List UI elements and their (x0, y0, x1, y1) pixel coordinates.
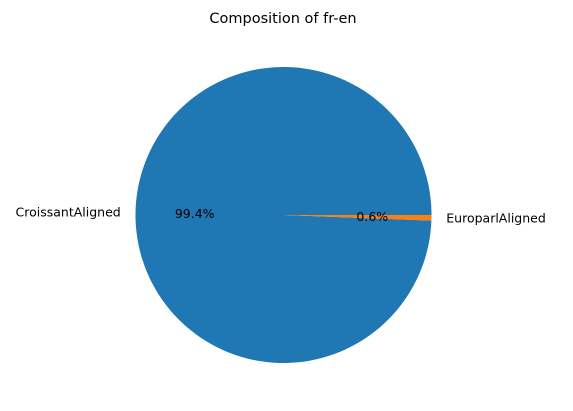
pie-slice-europarlaligned (283, 215, 432, 221)
slice-percent-europarlaligned: 0.6% (356, 209, 388, 224)
slice-label-croissantaligned: CroissantAligned (16, 204, 121, 219)
pie-labels: CroissantAligned 99.4% EuroparlAligned 0.6% (16, 204, 546, 225)
slice-label-europarlaligned: EuroparlAligned (446, 211, 546, 226)
pie-slice-croissantaligned (135, 66, 432, 363)
slice-percent-croissantaligned: 99.4% (175, 206, 215, 221)
pie-slices (135, 66, 432, 363)
chart-title: Composition of fr-en (209, 11, 356, 27)
